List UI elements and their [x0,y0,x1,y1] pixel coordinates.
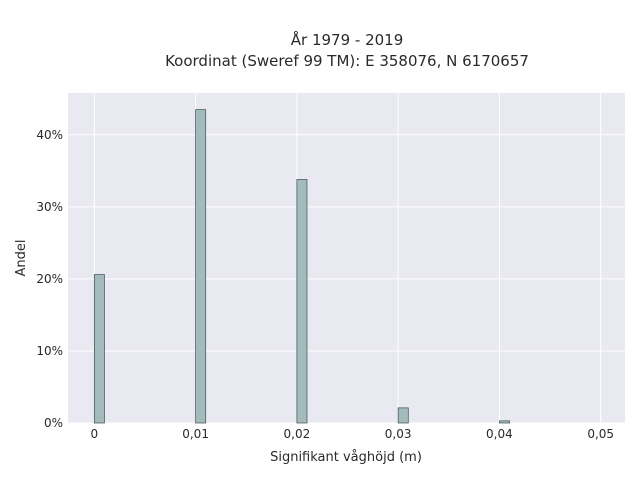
y-tick-label: 0% [44,416,63,430]
plot-area [68,93,625,423]
y-tick-label: 40% [36,128,63,142]
histogram-bars [93,109,510,424]
x-axis-label: Signifikant våghöjd (m) [270,450,422,465]
x-tick-label: 0,02 [284,427,311,441]
x-tick-label: 0,05 [587,427,614,441]
x-tick-label: 0,01 [182,427,209,441]
histogram-bar [397,407,409,424]
histogram-bar [296,179,308,424]
histogram-bar [195,109,207,424]
y-tick-label: 10% [36,344,63,358]
y-axis-label: Andel [14,240,29,277]
x-tick-label: 0,03 [385,427,412,441]
x-tick-label: 0,04 [486,427,513,441]
y-tick-label: 30% [36,200,63,214]
histogram-bar [93,274,105,424]
x-tick-labels: 0 0,01 0,02 0,03 0,04 0,05 [91,427,615,441]
chart-title-line1: År 1979 - 2019 [291,30,404,49]
histogram-bar [499,420,510,424]
y-gridlines [68,134,625,424]
y-tick-label: 20% [36,272,63,286]
chart-title-line2: Koordinat (Sweref 99 TM): E 358076, N 61… [165,52,529,70]
x-tick-label: 0 [91,427,99,441]
y-tick-labels: 0% 10% 20% 30% 40% [36,128,63,430]
